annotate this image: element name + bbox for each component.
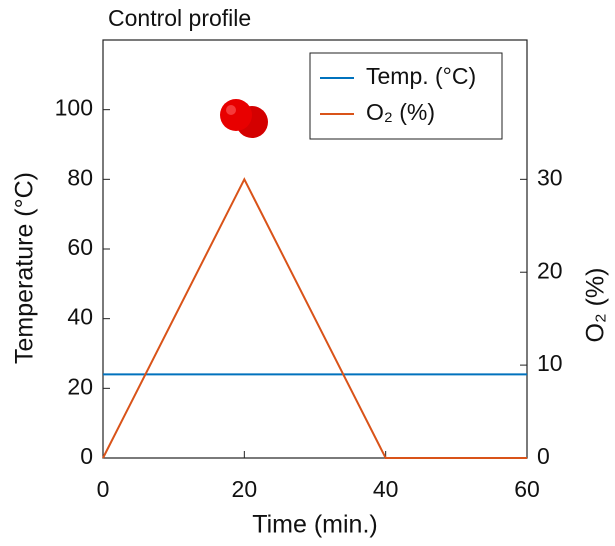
series-line (102, 177, 527, 459)
x-tick-label: 60 (514, 476, 540, 502)
y-tick-label: 0 (80, 443, 93, 469)
x-tick-label: 0 (97, 476, 110, 502)
y2-tick-label: 0 (537, 443, 550, 469)
y2-tick-label: 20 (537, 257, 563, 283)
legend-label: O₂ (%) (366, 99, 435, 125)
x-tick-label: 20 (232, 476, 258, 502)
y-tick-label: 100 (55, 95, 93, 121)
chart-title: Control profile (108, 5, 251, 31)
y-tick-label: 40 (67, 304, 93, 330)
y2-tick-label: 30 (537, 164, 563, 190)
y-tick-label: 20 (67, 373, 93, 399)
y-tick-label: 80 (67, 164, 93, 190)
y2-tick-label: 10 (537, 350, 563, 376)
legend-label: Temp. (°C) (366, 63, 476, 89)
legend-box (309, 52, 503, 140)
x-tick-label: 40 (373, 476, 399, 502)
x-axis-label: Time (min.) (252, 511, 377, 539)
molecule-icon (220, 99, 268, 138)
y-tick-label: 60 (67, 234, 93, 260)
y-axis-label: Temperature (°C) (11, 172, 39, 364)
y2-axis-label: O₂ (%) (582, 268, 610, 343)
